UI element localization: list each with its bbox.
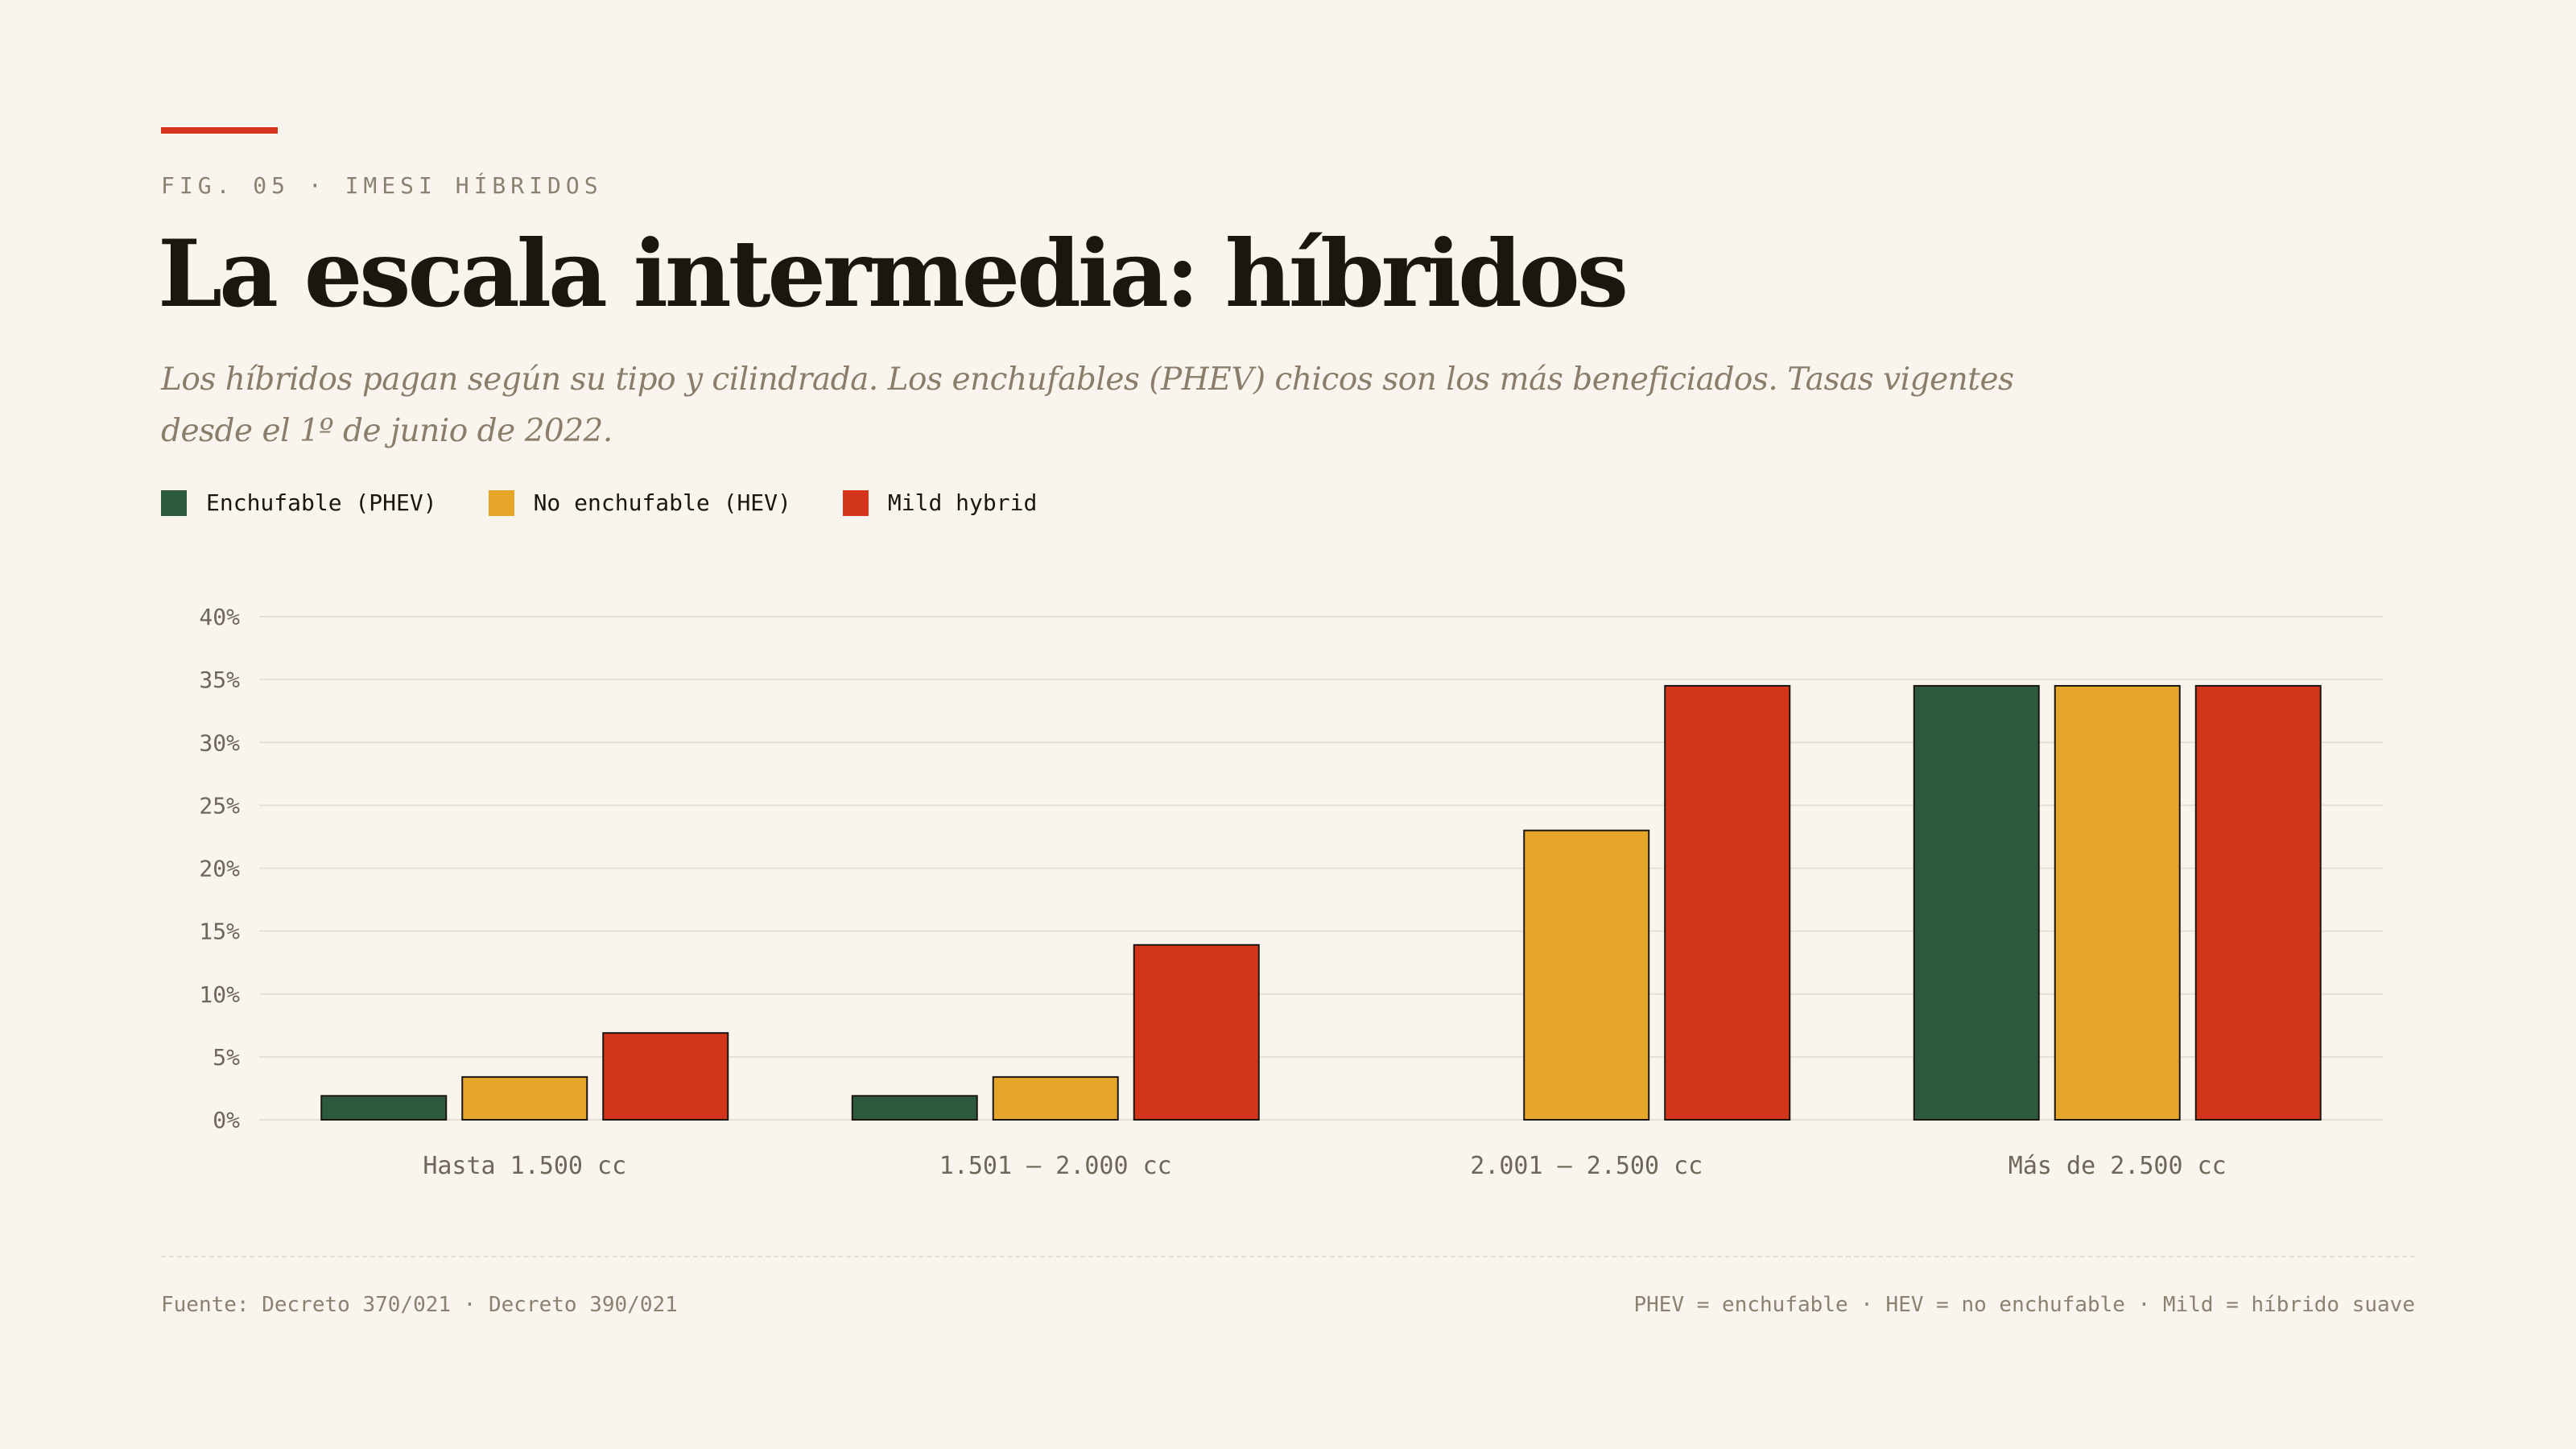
legend-swatch-phev <box>161 489 187 516</box>
legend-label-phev: Enchufable (PHEV) <box>206 489 437 516</box>
bar <box>1664 684 1791 1121</box>
bar <box>851 1095 978 1121</box>
chart-legend: Enchufable (PHEV) No enchufable (HEV) Mi… <box>161 489 1088 516</box>
footer-divider <box>161 1256 2415 1257</box>
legend-label-hev: No enchufable (HEV) <box>533 489 791 516</box>
x-tick-label: Más de 2.500 cc <box>2008 1152 2227 1180</box>
bar <box>1133 943 1260 1121</box>
y-tick-label: 30% <box>199 729 240 756</box>
y-tick-label: 5% <box>213 1044 240 1071</box>
x-tick-label: Hasta 1.500 cc <box>423 1152 626 1180</box>
bar <box>1913 684 2040 1121</box>
x-tick-label: 1.501 – 2.000 cc <box>939 1152 1172 1180</box>
legend-item-phev: Enchufable (PHEV) <box>161 489 437 516</box>
bar <box>320 1095 448 1121</box>
y-tick-label: 25% <box>199 792 240 819</box>
y-tick-label: 15% <box>199 919 240 945</box>
legend-swatch-mild <box>842 489 869 516</box>
bar <box>2194 684 2322 1121</box>
legend-label-mild: Mild hybrid <box>887 489 1038 516</box>
legend-item-hev: No enchufable (HEV) <box>488 489 791 516</box>
y-tick-label: 20% <box>199 856 240 882</box>
y-tick-label: 10% <box>199 981 240 1008</box>
footer-note: PHEV = enchufable · HEV = no enchufable … <box>1633 1293 2415 1317</box>
y-tick-label: 40% <box>199 604 240 630</box>
accent-bar <box>161 127 278 134</box>
bar <box>992 1075 1119 1121</box>
bar <box>2054 684 2181 1121</box>
chart-title: La escala intermedia: híbridos <box>158 220 1629 328</box>
legend-swatch-hev <box>488 489 514 516</box>
chart-subtitle: Los híbridos pagan según su tipo y cilin… <box>161 361 2014 449</box>
bar <box>602 1032 729 1121</box>
y-tick-label: 35% <box>199 667 240 693</box>
figure-eyebrow: FIG. 05 · IMESI HÍBRIDOS <box>161 172 603 199</box>
footer-source: Fuente: Decreto 370/021 · Decreto 390/02… <box>161 1293 678 1317</box>
legend-item-mild: Mild hybrid <box>842 489 1038 516</box>
bar <box>461 1075 588 1121</box>
y-tick-label: 0% <box>213 1107 240 1133</box>
bar <box>1523 829 1650 1121</box>
x-tick-label: 2.001 – 2.500 cc <box>1470 1152 1703 1180</box>
